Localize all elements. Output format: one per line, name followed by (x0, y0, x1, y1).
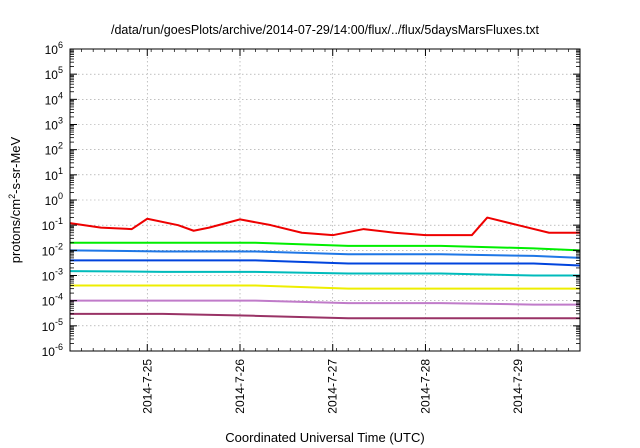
y-tick-label-exp: -4 (55, 292, 63, 302)
series-line-5 (69, 270, 580, 277)
y-axis-title-rest: -s-sr-MeV (8, 136, 23, 193)
y-tick-label-base: 10 (45, 169, 59, 183)
y-tick-label-exp: 3 (58, 116, 63, 126)
y-tick-label: 101 (45, 166, 63, 183)
series-line-2 (70, 241, 581, 252)
y-tick-label: 10-2 (42, 241, 63, 258)
y-tick-label-base: 10 (45, 43, 59, 57)
y-tick-label-base: 10 (42, 219, 56, 233)
y-tick-label: 10-6 (42, 342, 63, 359)
y-tick-label-base: 10 (45, 194, 59, 208)
y-tick-label: 105 (45, 65, 63, 82)
y-tick-label: 10-4 (42, 292, 63, 309)
y-tick-label-exp: -6 (55, 342, 63, 352)
y-tick-label: 106 (45, 40, 63, 57)
y-tick-label: 104 (45, 90, 63, 107)
x-axis-title: Coordinated Universal Time (UTC) (225, 430, 424, 445)
y-tick-label: 100 (45, 191, 63, 208)
series-line-3 (69, 249, 581, 259)
y-axis-title-sup: 2 (7, 194, 17, 199)
y-tick-label: 102 (45, 141, 63, 158)
x-tick-label: 2014-7-27 (326, 359, 340, 414)
y-axis: 10-610-510-410-310-210-11001011021031041… (42, 40, 580, 359)
y-tick-label-exp: 6 (58, 40, 63, 50)
y-tick-label-exp: -1 (55, 216, 63, 226)
y-tick-label-base: 10 (42, 270, 56, 284)
chart-title: /data/run/goesPlots/archive/2014-07-29/1… (111, 23, 540, 37)
y-tick-label-base: 10 (45, 93, 59, 107)
x-axis: 2014-7-25 2014-7-26 2014-7-27 2014-7-28 2014… (69, 49, 581, 414)
y-tick-label-base: 10 (42, 295, 56, 309)
y-tick-label-exp: 0 (58, 191, 63, 201)
series-line-6 (70, 284, 580, 290)
x-tick-label: 2014-7-29 (511, 359, 525, 414)
y-tick-label-base: 10 (42, 345, 56, 359)
y-tick-label-exp: 2 (58, 141, 63, 151)
y-tick-label-exp: 4 (58, 90, 63, 100)
y-tick-label-base: 10 (45, 68, 59, 82)
y-tick-label-base: 10 (45, 144, 59, 158)
y-tick-label-base: 10 (42, 244, 56, 258)
series-line-4 (70, 259, 581, 267)
y-tick-label-exp: 5 (58, 65, 63, 75)
y-tick-label-exp: -3 (55, 267, 63, 277)
series-line-1 (69, 216, 580, 237)
y-tick-label: 10-1 (42, 216, 63, 233)
y-tick-label-exp: -2 (55, 241, 63, 251)
x-tick-label: 2014-7-25 (140, 359, 154, 414)
series-layer (69, 216, 581, 320)
y-tick-label-exp: 1 (58, 166, 63, 176)
y-tick-label: 103 (45, 116, 63, 133)
series-line-8 (70, 312, 580, 320)
y-axis-title: protons/cm2-s-sr-MeV (7, 136, 23, 263)
y-tick-label-base: 10 (42, 320, 56, 334)
y-tick-label: 10-3 (42, 267, 63, 284)
grid-lines (70, 49, 580, 351)
y-tick-label: 10-5 (42, 317, 63, 334)
y-tick-label-exp: -5 (55, 317, 63, 327)
y-tick-label-base: 10 (45, 119, 59, 133)
x-tick-label: 2014-7-26 (233, 359, 247, 414)
x-tick-label: 2014-7-28 (418, 359, 432, 414)
series-line-7 (70, 299, 580, 306)
y-axis-title-base: protons/cm (8, 199, 23, 263)
